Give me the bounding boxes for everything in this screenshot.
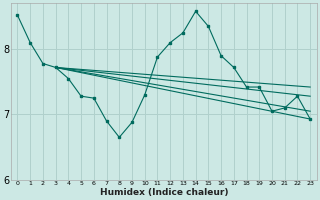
X-axis label: Humidex (Indice chaleur): Humidex (Indice chaleur): [100, 188, 228, 197]
